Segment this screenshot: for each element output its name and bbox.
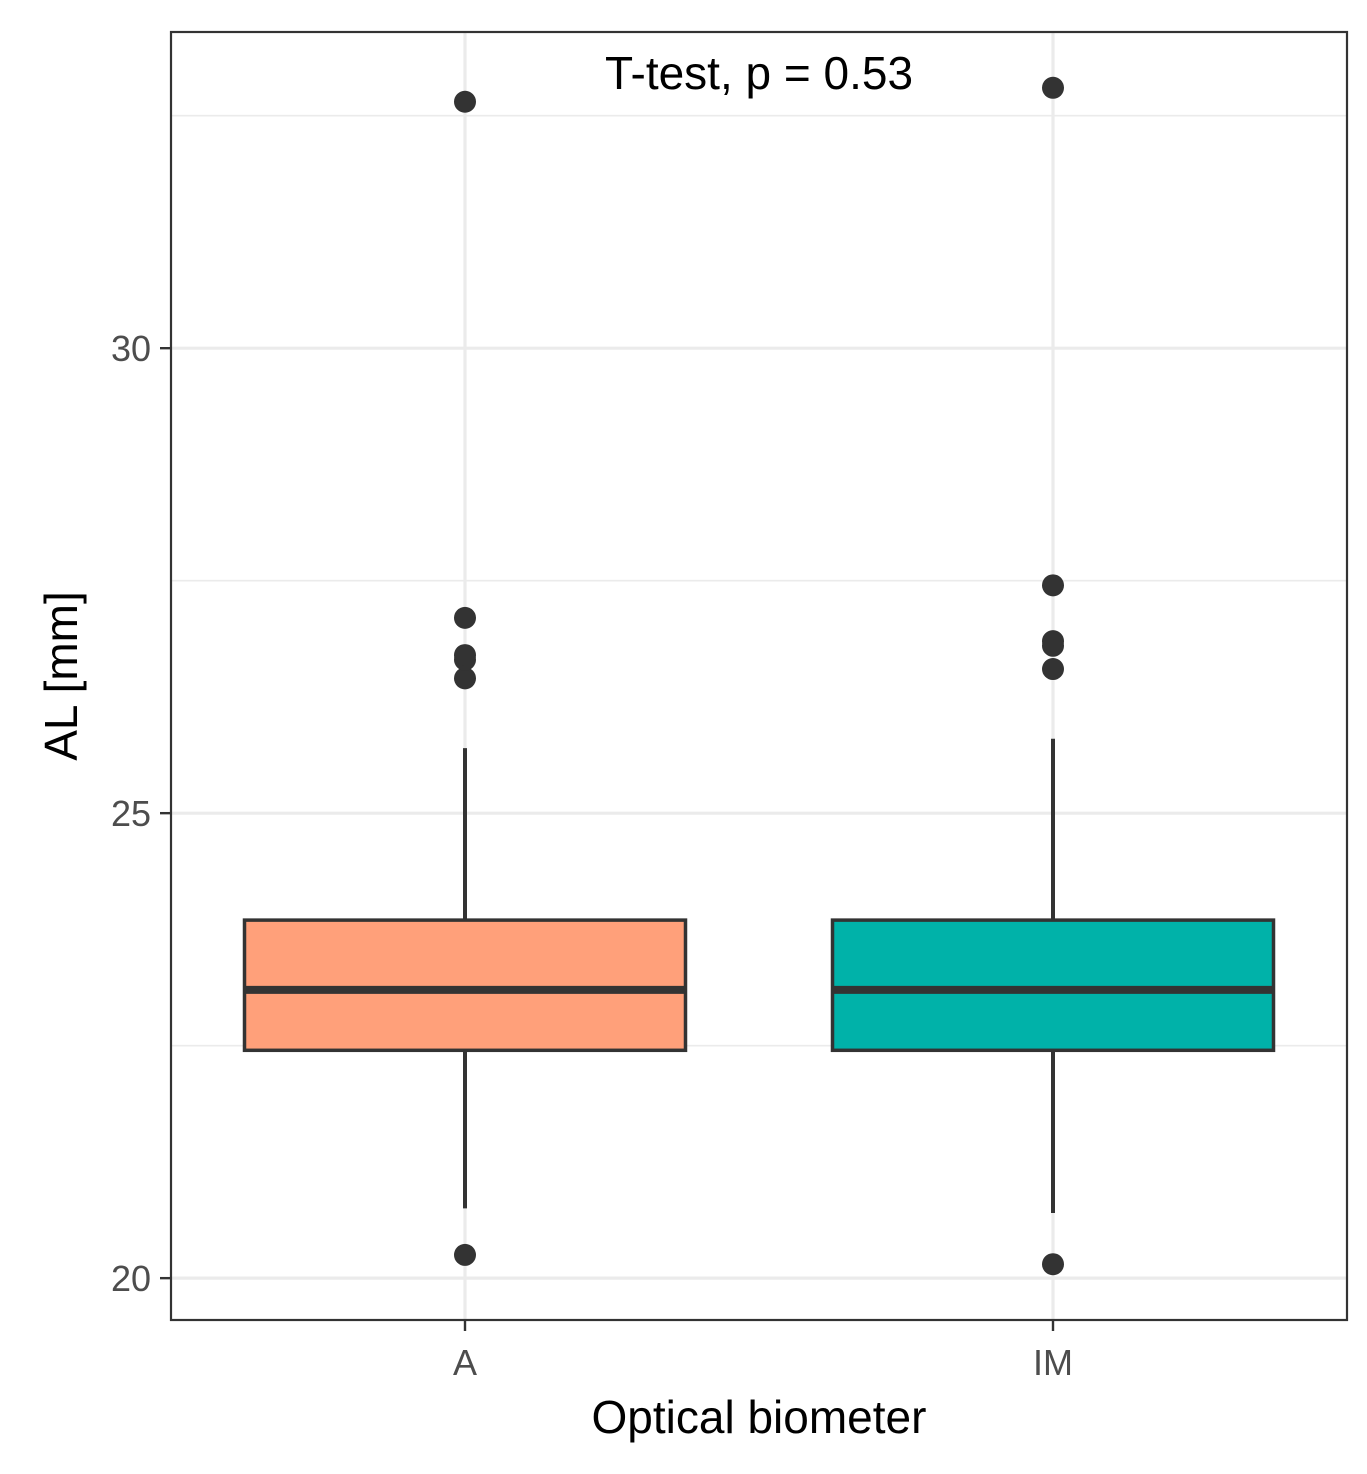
outlier-point	[1042, 1253, 1064, 1276]
outlier-point	[1042, 658, 1064, 681]
panel-border	[169, 30, 1349, 1322]
outlier-point	[454, 606, 476, 629]
outlier-point	[454, 644, 476, 667]
y-axis-title: AL [mm]	[35, 591, 87, 761]
outlier-point	[1042, 630, 1064, 653]
y-tick-label: 25	[111, 793, 151, 834]
outlier-point	[454, 90, 476, 113]
outlier-point	[454, 1243, 476, 1266]
y-tick-label: 30	[111, 328, 151, 369]
x-axis-title: Optical biometer	[592, 1391, 927, 1443]
outlier-point	[454, 667, 476, 690]
t-test-annotation: T-test, p = 0.53	[605, 47, 913, 99]
box-group-im	[830, 76, 1276, 1276]
box-layer	[242, 76, 1276, 1276]
outlier-point	[1042, 76, 1064, 99]
box-group-a	[242, 90, 688, 1266]
y-tick-label: 20	[111, 1258, 151, 1299]
iqr-box	[830, 918, 1276, 1053]
x-tick-label: A	[453, 1342, 477, 1383]
outlier-point	[1042, 574, 1064, 597]
iqr-box	[242, 918, 688, 1053]
x-tick-label: IM	[1033, 1342, 1073, 1383]
axis-layer: 20 25 30 A IM	[111, 328, 1073, 1383]
